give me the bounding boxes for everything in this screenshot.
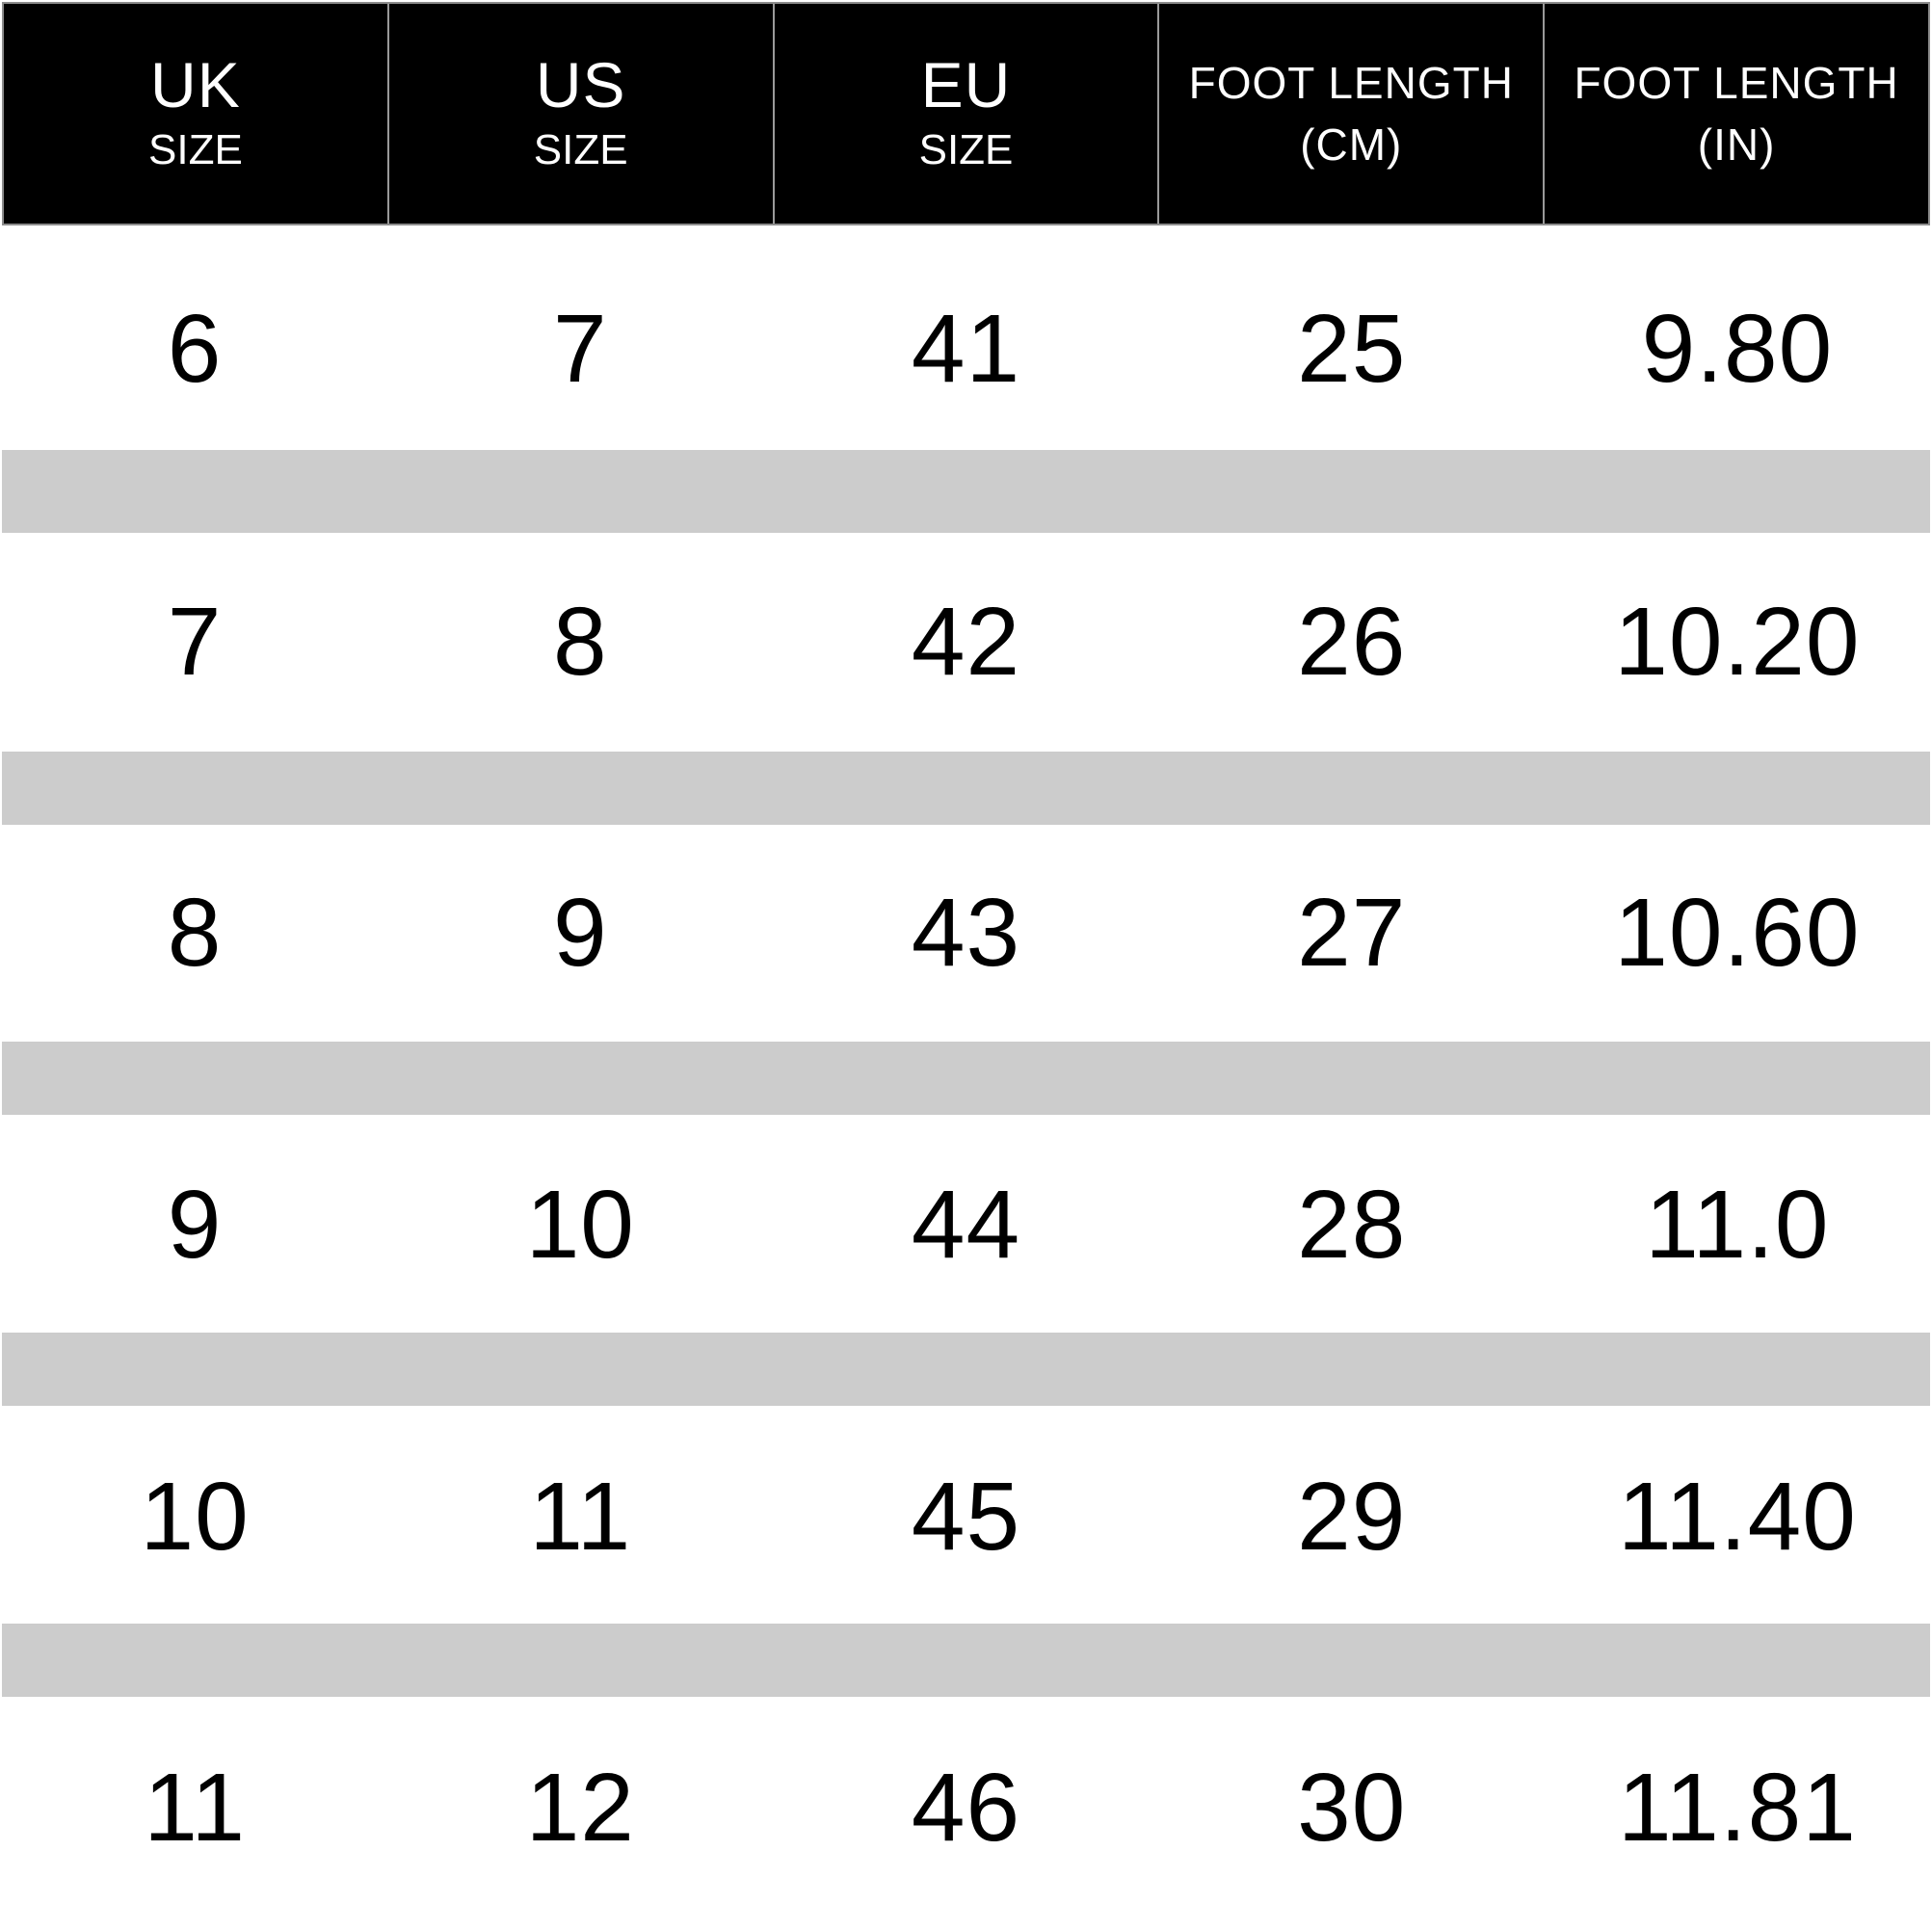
eu-size-cell: 44 <box>911 1170 1021 1279</box>
row-divider <box>2 1333 1930 1406</box>
foot-length-cm-cell: 25 <box>1297 294 1407 403</box>
uk-size-cell: 8 <box>167 878 223 987</box>
foot-length-in-cell: 11.81 <box>1618 1753 1857 1862</box>
foot-length-in-cell: 11.0 <box>1645 1170 1830 1279</box>
us-size-cell: 8 <box>552 587 608 696</box>
foot-length-cm-cell: 27 <box>1297 878 1407 987</box>
row-divider <box>2 1624 1930 1697</box>
row-divider <box>2 450 1930 533</box>
foot-length-in-cell: 9.80 <box>1641 294 1834 403</box>
eu-size-cell: 46 <box>911 1753 1021 1862</box>
us-size-cell: 12 <box>525 1753 635 1862</box>
foot-length-in-cell: 10.60 <box>1614 878 1861 987</box>
column-header-subtitle: SIZE <box>918 126 1014 173</box>
column-header-title: FOOT LENGTH <box>1574 58 1899 108</box>
table-row: 6 7 41 25 9.80 <box>2 252 1930 445</box>
column-header-subtitle: (IN) <box>1697 119 1776 170</box>
uk-size-cell: 7 <box>167 587 223 696</box>
foot-length-cm-cell: 28 <box>1297 1170 1407 1279</box>
table-row: 11 12 46 30 11.81 <box>2 1711 1930 1904</box>
column-header-foot-length-cm: FOOT LENGTH (CM) <box>1157 4 1543 224</box>
foot-length-in-cell: 10.20 <box>1614 587 1861 696</box>
table-row: 7 8 42 26 10.20 <box>2 545 1930 738</box>
us-size-cell: 9 <box>552 878 608 987</box>
table-row: 10 11 45 29 11.40 <box>2 1420 1930 1613</box>
table-row: 9 10 44 28 11.0 <box>2 1128 1930 1321</box>
column-header-subtitle: SIZE <box>533 126 628 173</box>
eu-size-cell: 42 <box>911 587 1021 696</box>
uk-size-cell: 9 <box>167 1170 223 1279</box>
uk-size-cell: 10 <box>140 1462 250 1571</box>
column-header-title: EU <box>920 49 1012 120</box>
foot-length-cm-cell: 29 <box>1297 1462 1407 1571</box>
column-header-eu-size: EU SIZE <box>772 4 1158 224</box>
uk-size-cell: 11 <box>144 1753 246 1862</box>
column-header-foot-length-in: FOOT LENGTH (IN) <box>1543 4 1928 224</box>
column-header-uk-size: UK SIZE <box>4 4 387 224</box>
foot-length-cm-cell: 30 <box>1297 1753 1407 1862</box>
foot-length-in-cell: 11.40 <box>1618 1462 1857 1571</box>
column-header-title: UK <box>150 49 241 120</box>
column-header-subtitle: (CM) <box>1300 119 1403 170</box>
table-row: 8 9 43 27 10.60 <box>2 836 1930 1029</box>
column-header-title: FOOT LENGTH <box>1188 58 1514 108</box>
column-header-subtitle: SIZE <box>148 126 243 173</box>
column-header-us-size: US SIZE <box>386 4 773 224</box>
row-divider <box>2 752 1930 825</box>
foot-length-cm-cell: 26 <box>1297 587 1407 696</box>
row-divider <box>2 1042 1930 1115</box>
eu-size-cell: 45 <box>911 1462 1021 1571</box>
us-size-cell: 11 <box>529 1462 632 1571</box>
eu-size-cell: 41 <box>911 294 1021 403</box>
column-header-title: US <box>535 49 626 120</box>
eu-size-cell: 43 <box>911 878 1021 987</box>
us-size-cell: 10 <box>525 1170 635 1279</box>
table-header: UK SIZE US SIZE EU SIZE FOOT LENGTH (CM)… <box>2 2 1930 225</box>
us-size-cell: 7 <box>552 294 608 403</box>
uk-size-cell: 6 <box>167 294 223 403</box>
